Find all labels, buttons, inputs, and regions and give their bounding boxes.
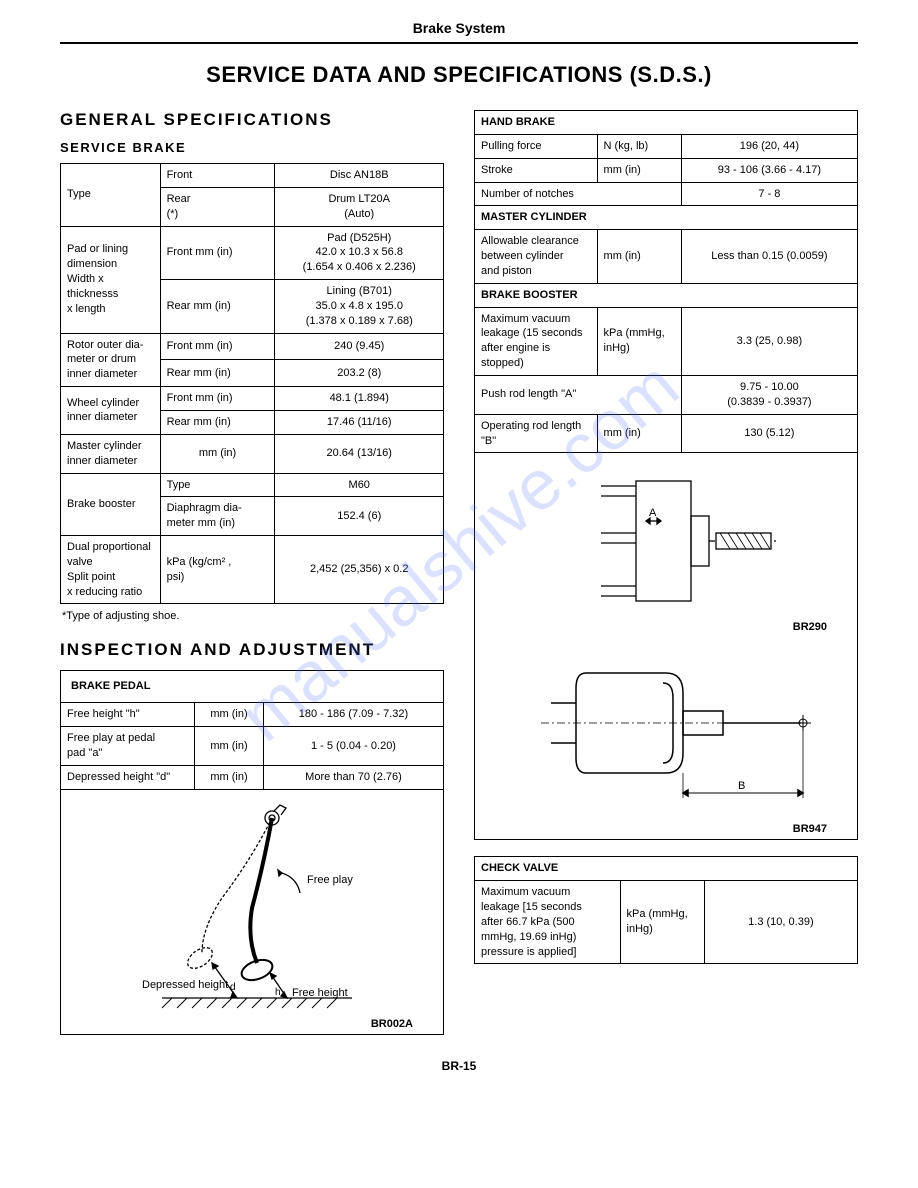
cell-pull-unit: N (kg, lb) — [597, 134, 681, 158]
cell-pull-val: 196 (20, 44) — [681, 134, 857, 158]
cell-bb-dia-val: 152.4 (6) — [275, 497, 444, 536]
footnote-adjusting-shoe: *Type of adjusting shoe. — [62, 610, 444, 622]
cell-rear: Rear (*) — [160, 187, 275, 226]
cell-orl-unit: mm (in) — [597, 414, 681, 453]
cell-freeh-unit: mm (in) — [195, 703, 264, 727]
right-column: HAND BRAKE Pulling force N (kg, lb) 196 … — [474, 110, 858, 964]
cell-disc: Disc AN18B — [275, 164, 444, 188]
table-check-valve: CHECK VALVE Maximum vacuum leakage [15 s… — [474, 856, 858, 964]
table-right-top: HAND BRAKE Pulling force N (kg, lb) 196 … — [474, 110, 858, 453]
cell-deph-lbl: Depressed height "d" — [61, 765, 195, 789]
cell-rear-mm2: Rear mm (in) — [160, 360, 275, 387]
booster-side-icon: B — [511, 633, 821, 823]
cell-dpv-val: 2,452 (25,356) x 0.2 — [275, 536, 444, 604]
cell-orl-lbl: Operating rod length "B" — [475, 414, 598, 453]
cell-bb-dia-lbl: Diaphragm dia- meter mm (in) — [160, 497, 275, 536]
diagram-brake-pedal: Free play Depressed height Free height d… — [60, 790, 444, 1035]
cell-deph-val: More than 70 (2.76) — [263, 765, 443, 789]
cell-front-mm1: Front mm (in) — [160, 226, 275, 280]
cell-stroke-val: 93 - 106 (3.66 - 4.17) — [681, 158, 857, 182]
cell-rotor-f: 240 (9.45) — [275, 333, 444, 360]
cell-bb-type-val: M60 — [275, 473, 444, 497]
cell-mc-header: MASTER CYLINDER — [475, 206, 858, 230]
heading-inspection: INSPECTION AND ADJUSTMENT — [60, 640, 444, 660]
cell-clr-unit: mm (in) — [597, 230, 681, 284]
svg-text:Depressed height: Depressed height — [142, 979, 228, 991]
cell-prl-lbl: Push rod length "A" — [475, 375, 682, 414]
cell-freep-val: 1 - 5 (0.04 - 0.20) — [263, 727, 443, 766]
cell-wheel-r: 17.46 (11/16) — [275, 410, 444, 434]
cell-pull-lbl: Pulling force — [475, 134, 598, 158]
cell-mmin1: mm (in) — [160, 434, 275, 473]
svg-text:Free play: Free play — [307, 874, 353, 886]
svg-text:Free height: Free height — [292, 987, 348, 999]
cell-mc-label: Master cylinder inner diameter — [61, 434, 161, 473]
cell-prl-val: 9.75 - 10.00 (0.3839 - 0.3937) — [681, 375, 857, 414]
brake-pedal-icon: Free play Depressed height Free height d… — [102, 798, 402, 1018]
cell-cv-lbl: Maximum vacuum leakage [15 seconds after… — [475, 881, 621, 964]
cell-bb-type-lbl: Type — [160, 473, 275, 497]
svg-text:B: B — [738, 780, 745, 792]
cell-type-label: Type — [61, 164, 161, 227]
svg-text:A: A — [649, 507, 657, 519]
table-brake-pedal: BRAKE PEDAL Free height "h" mm (in) 180 … — [60, 670, 444, 789]
cell-mvl-lbl: Maximum vacuum leakage (15 seconds after… — [475, 307, 598, 375]
cell-mc-val: 20.64 (13/16) — [275, 434, 444, 473]
page-number: BR-15 — [60, 1059, 858, 1073]
cell-front-mm2: Front mm (in) — [160, 333, 275, 360]
cell-bb-header: BRAKE BOOSTER — [475, 283, 858, 307]
table-service-brake: Type Front Disc AN18B Rear (*) Drum LT20… — [60, 163, 444, 604]
diagram-booster: A BR290 — [474, 453, 858, 840]
cell-notch-lbl: Number of notches — [475, 182, 682, 206]
cell-mvl-val: 3.3 (25, 0.98) — [681, 307, 857, 375]
cell-pad-label: Pad or lining dimension Width x thicknes… — [61, 226, 161, 333]
page-header: Brake System — [60, 20, 858, 44]
cell-orl-val: 130 (5.12) — [681, 414, 857, 453]
fig-id-br290: BR290 — [475, 621, 857, 633]
cell-stroke-unit: mm (in) — [597, 158, 681, 182]
cell-freep-unit: mm (in) — [195, 727, 264, 766]
content-columns: GENERAL SPECIFICATIONS SERVICE BRAKE Typ… — [60, 110, 858, 1035]
fig-id-br002a: BR002A — [61, 1018, 443, 1030]
cell-drum: Drum LT20A (Auto) — [275, 187, 444, 226]
cell-rotor-r: 203.2 (8) — [275, 360, 444, 387]
svg-text:h: h — [275, 987, 281, 998]
cell-notch-val: 7 - 8 — [681, 182, 857, 206]
cell-freeh-val: 180 - 186 (7.09 - 7.32) — [263, 703, 443, 727]
booster-front-icon: A — [516, 461, 816, 621]
cell-front-mm3: Front mm (in) — [160, 387, 275, 411]
cell-mvl-unit: kPa (mmHg, inHg) — [597, 307, 681, 375]
cell-bb-label: Brake booster — [61, 473, 161, 536]
heading-service-brake: SERVICE BRAKE — [60, 140, 444, 155]
cell-bp-header: BRAKE PEDAL — [61, 671, 444, 703]
cell-cv-val: 1.3 (10, 0.39) — [704, 881, 857, 964]
cell-freeh-lbl: Free height "h" — [61, 703, 195, 727]
cell-rear-mm1: Rear mm (in) — [160, 280, 275, 334]
left-column: GENERAL SPECIFICATIONS SERVICE BRAKE Typ… — [60, 110, 444, 1035]
cell-pad-val: Pad (D525H) 42.0 x 10.3 x 56.8 (1.654 x … — [275, 226, 444, 280]
heading-general-specs: GENERAL SPECIFICATIONS — [60, 110, 444, 130]
cell-clr-val: Less than 0.15 (0.0059) — [681, 230, 857, 284]
svg-text:d: d — [230, 982, 236, 993]
cell-clr-lbl: Allowable clearance between cylinder and… — [475, 230, 598, 284]
cell-hb-header: HAND BRAKE — [475, 111, 858, 135]
cell-stroke-lbl: Stroke — [475, 158, 598, 182]
cell-cv-header: CHECK VALVE — [475, 857, 858, 881]
cell-freep-lbl: Free play at pedal pad "a" — [61, 727, 195, 766]
cell-deph-unit: mm (in) — [195, 765, 264, 789]
cell-wheel-label: Wheel cylinder inner diameter — [61, 387, 161, 435]
page-title: SERVICE DATA AND SPECIFICATIONS (S.D.S.) — [60, 62, 858, 88]
fig-id-br947: BR947 — [475, 823, 857, 835]
cell-wheel-f: 48.1 (1.894) — [275, 387, 444, 411]
cell-rotor-label: Rotor outer dia- meter or drum inner dia… — [61, 333, 161, 387]
cell-dpv-unit: kPa (kg/cm² , psi) — [160, 536, 275, 604]
cell-rear-mm3: Rear mm (in) — [160, 410, 275, 434]
cell-front: Front — [160, 164, 275, 188]
cell-lining-val: Lining (B701) 35.0 x 4.8 x 195.0 (1.378 … — [275, 280, 444, 334]
cell-cv-unit: kPa (mmHg, inHg) — [620, 881, 704, 964]
cell-dpv-label: Dual proportional valve Split point x re… — [61, 536, 161, 604]
